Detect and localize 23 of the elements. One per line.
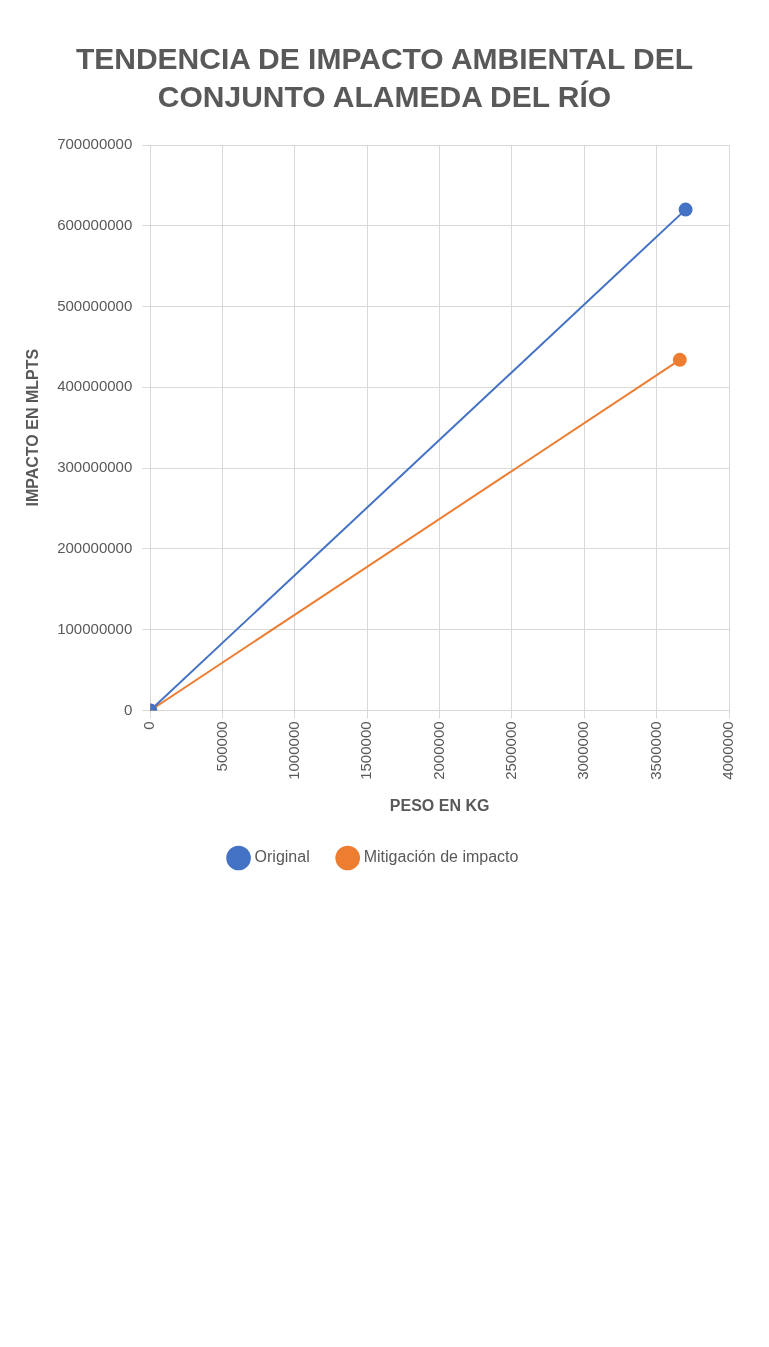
x-tick-label: 1500000	[357, 721, 375, 780]
y-tick-label: 700000000	[57, 135, 133, 153]
y-tick-label: 100000000	[57, 619, 133, 637]
x-axis-title: PESO EN KG	[389, 796, 490, 814]
y-tick-label: 0	[123, 700, 133, 718]
point	[672, 352, 687, 367]
legend-label: Mitigación de impacto	[363, 848, 519, 866]
chart-title: TENDENCIA DE IMPACTO AMBIENTAL DEL CONJUNTO ALAMEDA DEL RÍO	[74, 41, 695, 115]
y-tick-label: 400000000	[57, 377, 133, 395]
x-tick-label: 3500000	[646, 721, 664, 780]
y-tick-label: 200000000	[57, 539, 133, 556]
x-tick-label: 4000000	[719, 721, 737, 780]
legend-label: Original	[254, 848, 310, 866]
x-tick-label: 0	[140, 721, 158, 730]
x-tick-label: 2500000	[502, 721, 520, 780]
x-tick-label: 1000000	[285, 721, 303, 780]
y-axis-title: IMPACTO EN MLPTS	[24, 348, 42, 507]
y-tick-label: 300000000	[57, 458, 133, 476]
x-tick-label: 2000000	[429, 721, 447, 780]
x-tick-label: 500000	[212, 721, 230, 772]
y-tick-label: 500000000	[57, 296, 133, 314]
y-tick-label: 600000000	[57, 215, 133, 233]
x-tick-label: 3000000	[574, 721, 592, 780]
